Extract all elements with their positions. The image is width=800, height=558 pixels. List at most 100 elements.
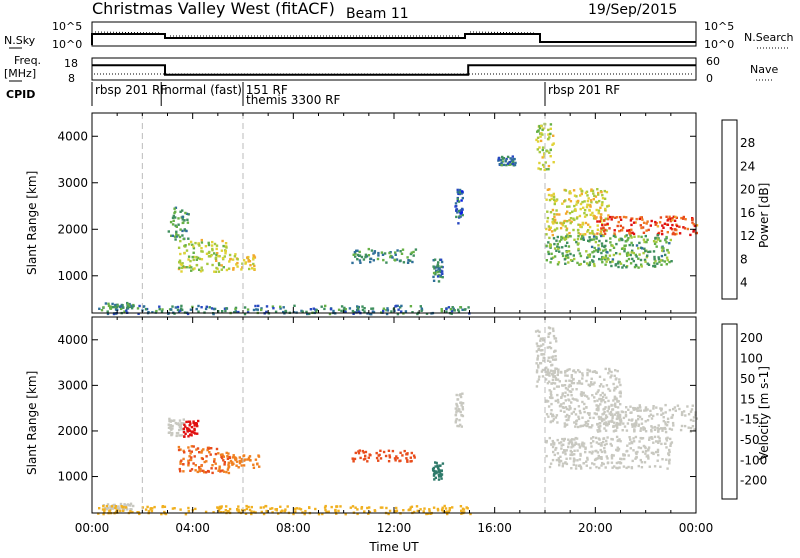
data-cell (555, 221, 559, 225)
data-cell (564, 461, 567, 464)
data-cell (457, 424, 461, 428)
data-cell (305, 310, 308, 314)
data-cell (591, 450, 594, 453)
data-cell (573, 257, 576, 261)
data-cell (189, 422, 192, 425)
data-cell (564, 452, 567, 456)
data-cell (183, 219, 186, 222)
data-cell (612, 425, 615, 428)
data-cell (461, 196, 464, 200)
data-cell (441, 272, 444, 276)
data-cell (138, 512, 141, 516)
data-cell (621, 266, 624, 269)
data-cell (113, 503, 116, 507)
data-cell (604, 254, 608, 257)
data-cell (653, 242, 657, 245)
data-cell (600, 251, 603, 255)
data-cell (649, 409, 652, 413)
data-cell (181, 218, 184, 221)
data-cell (575, 437, 579, 440)
data-cell (615, 448, 618, 452)
data-cell (242, 464, 246, 467)
data-cell (235, 464, 238, 467)
data-cell (399, 306, 402, 309)
data-cell (640, 265, 643, 268)
data-cell (565, 254, 568, 257)
data-cell (660, 263, 663, 266)
colorbar-tick-label: -200 (740, 474, 767, 488)
data-cell (580, 424, 583, 428)
data-cell (184, 244, 187, 247)
data-cell (586, 262, 589, 265)
data-cell (617, 447, 621, 451)
data-cell (189, 240, 193, 244)
data-cell (561, 465, 564, 468)
data-cell (370, 313, 373, 316)
data-cell (640, 466, 644, 469)
data-cell (187, 258, 190, 261)
data-cell (641, 437, 645, 440)
data-cell (592, 263, 596, 266)
data-cell (590, 232, 593, 235)
data-cell (637, 409, 640, 412)
data-cell (575, 442, 578, 445)
data-cell (657, 435, 660, 438)
data-cell (661, 249, 664, 252)
data-cell (183, 451, 186, 454)
data-cell (383, 252, 387, 255)
data-cell (292, 311, 296, 314)
data-cell (578, 370, 581, 374)
data-cell (222, 470, 226, 473)
data-cell (671, 219, 674, 222)
data-cell (394, 251, 397, 254)
data-cell (597, 454, 600, 458)
data-cell (190, 445, 193, 448)
data-cell (600, 191, 603, 194)
data-cell (630, 217, 633, 220)
data-cell (542, 155, 546, 158)
data-cell (588, 255, 591, 258)
data-cell (512, 157, 515, 161)
data-cell (455, 393, 458, 397)
data-cell (506, 155, 510, 159)
data-cell (600, 227, 603, 230)
data-cell (459, 401, 462, 404)
data-cell (541, 146, 545, 149)
data-cell (580, 382, 584, 385)
data-cell (546, 382, 550, 385)
data-cell (340, 309, 343, 313)
data-cell (393, 510, 396, 513)
data-cell (552, 418, 556, 421)
data-cell (185, 212, 189, 215)
data-cell (642, 428, 645, 431)
data-cell (323, 506, 327, 509)
data-cell (565, 449, 568, 452)
data-cell (177, 423, 181, 427)
data-cell (678, 407, 681, 411)
data-cell (271, 305, 275, 308)
data-cell (579, 225, 582, 228)
data-cell (653, 255, 656, 259)
data-cell (586, 256, 589, 259)
data-cell (562, 221, 565, 225)
data-cell (691, 425, 695, 428)
data-cell (665, 215, 668, 218)
data-cell (364, 253, 368, 256)
data-cell (604, 248, 607, 251)
data-cell (177, 223, 180, 226)
data-cell (167, 423, 170, 426)
data-cell (440, 260, 444, 264)
data-cell (498, 163, 501, 166)
data-cell (588, 263, 591, 266)
data-cell (664, 411, 667, 414)
data-cell (602, 440, 605, 444)
data-cell (160, 310, 164, 313)
data-cell (586, 373, 589, 377)
data-cell (610, 420, 614, 423)
data-cell (568, 212, 572, 215)
colorbar-tick-label: -15 (740, 413, 760, 427)
data-cell (236, 261, 239, 265)
data-cell (554, 355, 557, 358)
data-cell (552, 192, 555, 196)
data-cell (432, 506, 436, 509)
